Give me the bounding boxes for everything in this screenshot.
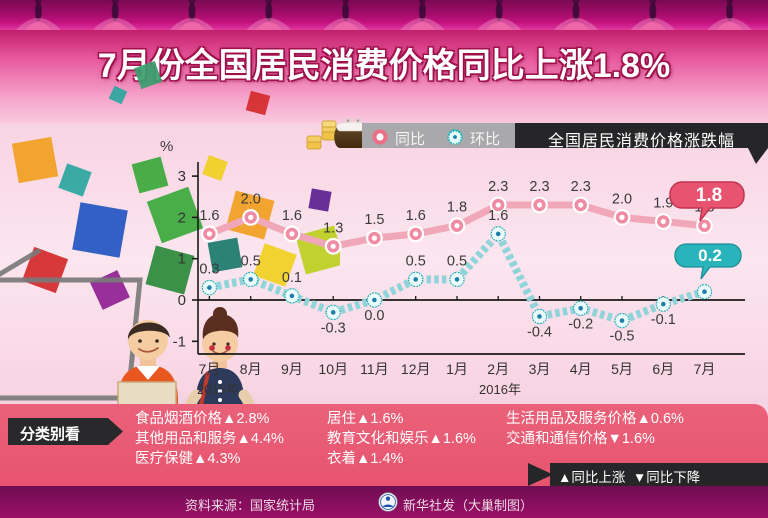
- svg-text:7月: 7月: [694, 361, 716, 377]
- svg-text:2月: 2月: [487, 361, 509, 377]
- svg-text:2015年: 2015年: [197, 382, 239, 397]
- svg-text:2016年: 2016年: [479, 382, 521, 397]
- svg-text:1.6: 1.6: [488, 208, 508, 224]
- svg-text:8月: 8月: [240, 361, 262, 377]
- svg-text:2.0: 2.0: [241, 191, 261, 207]
- svg-text:0.0: 0.0: [364, 308, 384, 324]
- svg-text:4月: 4月: [570, 361, 592, 377]
- svg-text:3: 3: [178, 168, 186, 185]
- svg-text:2.3: 2.3: [529, 179, 549, 195]
- svg-text:1: 1: [178, 251, 186, 268]
- svg-text:6月: 6月: [652, 361, 674, 377]
- svg-text:0.3: 0.3: [199, 262, 219, 278]
- svg-text:-0.2: -0.2: [568, 316, 593, 332]
- svg-text:10月: 10月: [318, 361, 348, 377]
- svg-text:3月: 3月: [529, 361, 551, 377]
- svg-text:1.6: 1.6: [199, 208, 219, 224]
- svg-text:7月: 7月: [199, 361, 221, 377]
- svg-text:1月: 1月: [446, 361, 468, 377]
- svg-text:0.2: 0.2: [698, 246, 722, 265]
- svg-text:11月: 11月: [360, 361, 389, 377]
- svg-text:0: 0: [178, 292, 186, 309]
- svg-text:0.5: 0.5: [447, 253, 467, 269]
- svg-text:2: 2: [178, 209, 186, 226]
- svg-text:5月: 5月: [611, 361, 633, 377]
- svg-text:1.3: 1.3: [323, 220, 343, 236]
- svg-text:12月: 12月: [401, 361, 431, 377]
- svg-text:0.5: 0.5: [241, 253, 261, 269]
- svg-text:2.3: 2.3: [488, 179, 508, 195]
- svg-text:1.8: 1.8: [447, 200, 467, 216]
- svg-text:1.6: 1.6: [406, 208, 426, 224]
- svg-text:-0.5: -0.5: [610, 329, 635, 345]
- svg-text:-0.4: -0.4: [527, 325, 552, 341]
- svg-text:-1: -1: [173, 333, 186, 350]
- svg-text:0.1: 0.1: [282, 270, 302, 286]
- svg-text:2.0: 2.0: [612, 191, 632, 207]
- svg-text:-0.3: -0.3: [321, 320, 346, 336]
- svg-text:-0.1: -0.1: [651, 312, 676, 328]
- svg-text:0.5: 0.5: [406, 253, 426, 269]
- svg-text:2.3: 2.3: [571, 179, 591, 195]
- svg-text:1.5: 1.5: [364, 212, 384, 228]
- svg-text:9月: 9月: [281, 361, 303, 377]
- svg-text:1.8: 1.8: [696, 185, 722, 206]
- svg-text:1.6: 1.6: [282, 208, 302, 224]
